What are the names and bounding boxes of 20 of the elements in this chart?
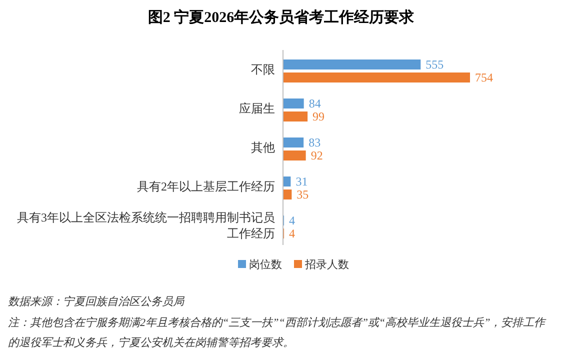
data-label: 83 — [308, 136, 321, 150]
y-tick-label: 不限 — [251, 62, 275, 76]
source-note: 数据来源：宁夏回族自治区公务员局 — [8, 294, 186, 310]
data-label: 35 — [296, 188, 309, 202]
data-label: 4 — [288, 226, 295, 240]
data-label: 92 — [310, 148, 323, 162]
y-tick-label: 具有3年以上全区法检系统统一招聘聘用制书记员工作经历 — [17, 210, 275, 240]
data-label: 31 — [296, 174, 308, 188]
data-label: 754 — [475, 70, 493, 84]
y-tick-label: 应届生 — [239, 102, 275, 116]
chart-title: 图2 宁夏2026年公务员省考工作经历要求 — [148, 8, 416, 26]
data-label: 555 — [426, 58, 444, 72]
y-tick-label: 具有2年以上基层工作经历 — [137, 180, 275, 194]
data-label: 99 — [312, 110, 325, 124]
data-label: 4 — [288, 214, 295, 228]
y-tick-label: 其他 — [251, 140, 275, 154]
text: 注：其他包含在宁服务期满2年且考核合格的“三支一扶”“西部计划志愿者”或“高校毕业生退役士兵”，安排工作的退役军士和义务兵，宁夏公安机关在岗辅警等招考要求。 — [8, 316, 548, 351]
legend-label: 岗位数 — [249, 258, 282, 271]
data-label: 84 — [308, 96, 321, 110]
legend-label: 招录人数 — [304, 259, 349, 271]
